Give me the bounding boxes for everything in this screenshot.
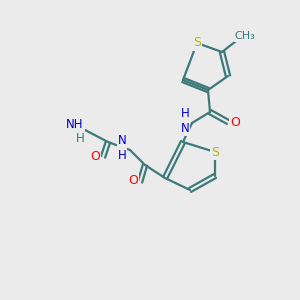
Text: NH: NH [66,118,84,131]
Text: H: H [76,131,84,145]
Text: S: S [193,37,201,50]
Text: O: O [90,149,100,163]
Text: N
H: N H [118,134,126,162]
Text: CH₃: CH₃ [235,31,255,41]
Text: O: O [230,116,240,128]
Text: S: S [211,146,219,158]
Text: O: O [128,175,138,188]
Text: H
N: H N [181,107,189,135]
